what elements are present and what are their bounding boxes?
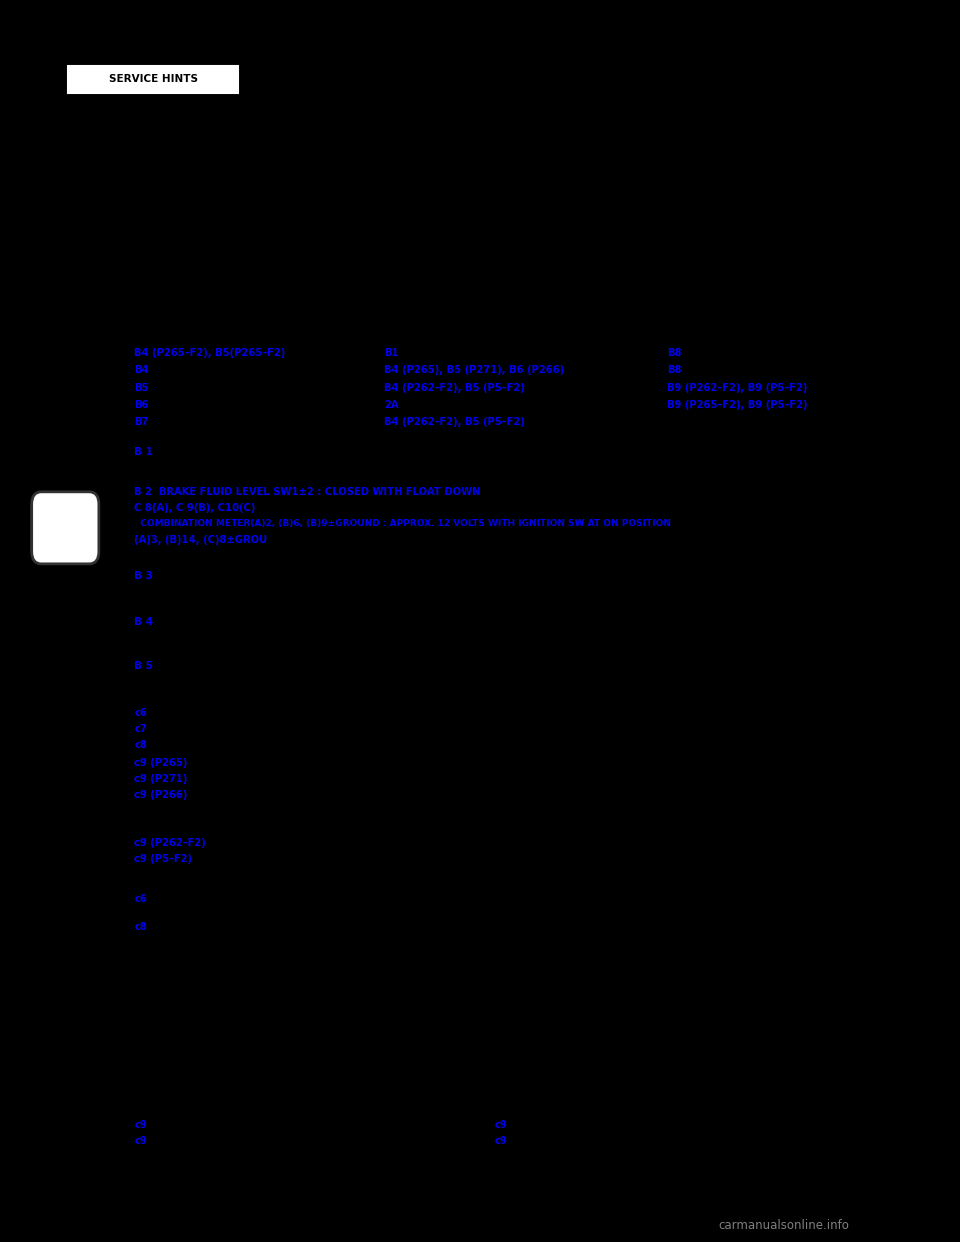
Text: c9 (P262–F2): c9 (P262–F2) xyxy=(134,838,206,848)
Text: C 8(A), C 9(B), C10(C): C 8(A), C 9(B), C10(C) xyxy=(134,503,255,513)
Text: c8: c8 xyxy=(134,922,147,932)
Text: B6: B6 xyxy=(134,400,149,410)
Text: c6: c6 xyxy=(134,708,147,718)
Text: c9: c9 xyxy=(134,1136,147,1146)
Text: B 4: B 4 xyxy=(134,617,154,627)
Text: B4 (P262–F2), B5 (P5–F2): B4 (P262–F2), B5 (P5–F2) xyxy=(384,383,525,392)
FancyBboxPatch shape xyxy=(68,66,238,93)
Text: c9 (P266): c9 (P266) xyxy=(134,790,188,800)
Text: B9 (P262–F2), B9 (P5–F2): B9 (P262–F2), B9 (P5–F2) xyxy=(667,383,807,392)
Text: c6: c6 xyxy=(134,894,147,904)
Text: B 1: B 1 xyxy=(134,447,154,457)
FancyBboxPatch shape xyxy=(32,492,99,564)
Text: c8: c8 xyxy=(134,740,147,750)
Text: c9 (P5–F2): c9 (P5–F2) xyxy=(134,854,192,864)
Text: B4 (P262–F2), B5 (P5–F2): B4 (P262–F2), B5 (P5–F2) xyxy=(384,417,525,427)
Text: COMBINATION METER(A)2, (B)6, (B)9±GROUND : APPROX. 12 VOLTS WITH IGNITION SW AT : COMBINATION METER(A)2, (B)6, (B)9±GROUND… xyxy=(134,519,671,528)
Text: (A)3, (B)14, (C)8±GROU: (A)3, (B)14, (C)8±GROU xyxy=(134,535,268,545)
Text: B 2  BRAKE FLUID LEVEL SW1±2 : CLOSED WITH FLOAT DOWN: B 2 BRAKE FLUID LEVEL SW1±2 : CLOSED WIT… xyxy=(134,487,481,497)
Text: B 3: B 3 xyxy=(134,571,154,581)
Text: c9 (P265): c9 (P265) xyxy=(134,758,188,768)
Text: carmanualsonline.info: carmanualsonline.info xyxy=(719,1220,850,1232)
Text: c9: c9 xyxy=(134,1120,147,1130)
Text: c9: c9 xyxy=(494,1120,507,1130)
Text: c9 (P271): c9 (P271) xyxy=(134,774,188,784)
Text: B4: B4 xyxy=(134,365,149,375)
Text: 2A: 2A xyxy=(384,400,398,410)
Text: B1: B1 xyxy=(384,348,398,358)
Text: B5: B5 xyxy=(134,383,149,392)
Text: B8: B8 xyxy=(667,365,682,375)
Text: SERVICE HINTS: SERVICE HINTS xyxy=(108,75,198,84)
Text: c9: c9 xyxy=(494,1136,507,1146)
Text: B4 (P265–F2), B5(P265–F2): B4 (P265–F2), B5(P265–F2) xyxy=(134,348,286,358)
Text: c7: c7 xyxy=(134,724,147,734)
Text: B8: B8 xyxy=(667,348,682,358)
Text: B7: B7 xyxy=(134,417,149,427)
Text: B 5: B 5 xyxy=(134,661,154,671)
Text: B4 (P265), B5 (P271), B6 (P266): B4 (P265), B5 (P271), B6 (P266) xyxy=(384,365,564,375)
Text: B9 (P265–F2), B9 (P5–F2): B9 (P265–F2), B9 (P5–F2) xyxy=(667,400,807,410)
